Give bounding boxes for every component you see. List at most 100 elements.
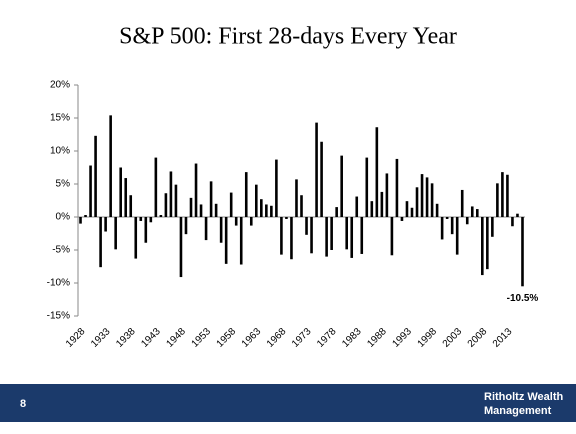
bar [380,191,384,217]
bar [119,167,122,217]
bar [244,172,248,217]
x-tick-label: 1978 [315,326,339,350]
bar [496,183,499,217]
bar [315,122,318,217]
bar [481,217,484,276]
bar [445,217,449,219]
bar [516,213,519,217]
bar [330,217,333,250]
bar [159,215,163,217]
bar [360,217,364,254]
bar [280,217,283,255]
bar [164,193,168,217]
bar [179,217,183,278]
bar [199,204,203,217]
x-tick-label: 1963 [240,326,264,350]
bar [204,217,208,241]
bar [229,192,233,217]
bar [460,189,464,217]
bar [265,204,268,217]
bar [400,217,404,221]
bar [486,217,489,270]
bar [109,115,112,217]
y-tick-label: -5% [52,245,70,256]
bar [325,217,328,257]
y-tick-label: 10% [50,146,70,157]
bar [501,172,504,217]
x-tick-label: 1993 [390,326,414,350]
bar [320,141,323,217]
bar [455,217,459,255]
x-tick-label: 1998 [416,326,440,350]
bar [430,183,434,217]
bar [209,181,213,217]
chart-title: S&P 500: First 28-days Every Year [119,24,457,50]
x-tick-label: 1948 [164,326,188,350]
bar [305,217,308,235]
bar [234,217,238,226]
bar [365,157,369,217]
bar [124,178,128,217]
bar [154,157,158,217]
bar [450,217,454,235]
x-tick-label: 2013 [491,326,515,350]
bar [174,184,178,217]
x-tick-label: 1968 [265,326,289,350]
bar [169,171,173,217]
bar [340,155,343,217]
bar [410,207,414,217]
bar [335,207,338,217]
y-tick-label: -15% [47,311,70,322]
y-tick-label: 20% [50,80,70,91]
x-tick-label: 1973 [290,326,314,350]
bar [194,163,198,217]
bar [405,201,409,217]
bar [310,217,313,254]
x-tick-label: 2003 [441,326,465,350]
x-tick-label: 2008 [466,326,490,350]
bar [285,217,288,219]
bar [506,174,509,217]
bar [390,217,394,256]
value-label: -10.5% [507,293,539,304]
x-tick-label: 1938 [114,326,138,350]
bar [511,217,514,227]
bar [94,135,97,217]
bar [149,217,153,223]
bar [435,203,439,217]
bar [89,165,92,217]
x-tick-label: 1943 [139,326,163,350]
x-tick-label: 1988 [365,326,389,350]
bar [214,203,218,217]
bar [475,209,479,217]
bar [260,199,263,217]
x-tick-label: 1953 [190,326,214,350]
bar [470,206,474,217]
footer-band [0,384,576,422]
x-tick-label: 1933 [89,326,113,350]
bar [350,217,354,258]
y-tick-label: 0% [56,212,71,223]
bar [425,177,429,217]
x-tick-label: 1983 [340,326,364,350]
y-tick-label: 15% [50,113,70,124]
bar [104,217,107,232]
bar [295,179,298,217]
bar [114,217,117,250]
bar [184,217,188,235]
bar [134,217,138,259]
x-tick-label: 1928 [64,326,88,350]
y-tick-label: 5% [56,179,71,190]
bar [129,195,133,217]
bar [395,158,399,217]
brand: Management [484,405,552,417]
bar [290,217,293,260]
bar [491,217,494,237]
bar [224,217,228,264]
bar [254,184,258,217]
page-number: 8 [20,398,26,410]
bar [375,127,379,217]
bar [139,217,143,221]
bar [521,217,524,287]
bar [345,217,349,250]
